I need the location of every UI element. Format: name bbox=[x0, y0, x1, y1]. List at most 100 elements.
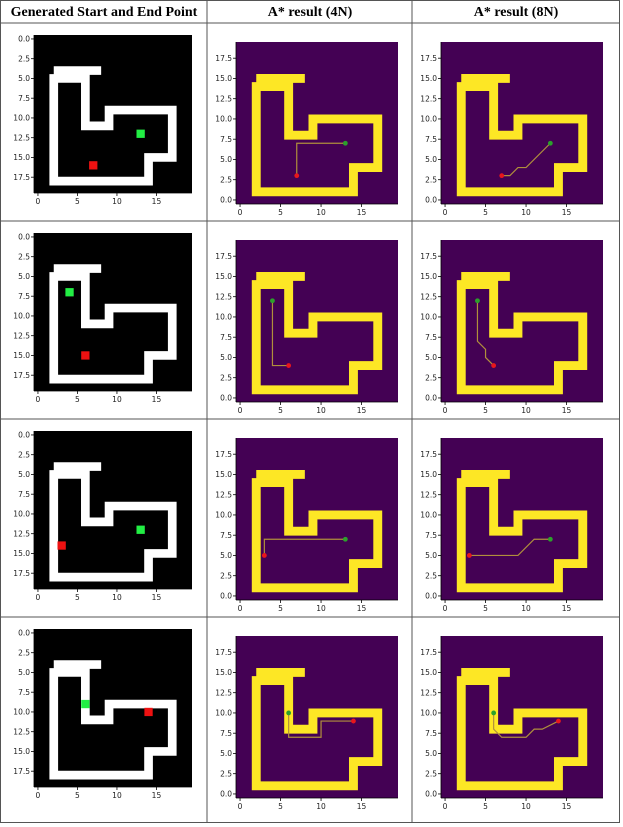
y-tick-label: 0.0 bbox=[18, 431, 30, 440]
end-point bbox=[144, 707, 153, 717]
panel-generated-row-3: 0 5 10 15 0.0 2.5 5.0 7.5 10.0 12.5 15.0 17.5 bbox=[13, 431, 192, 602]
y-tick-label: 12.5 bbox=[215, 94, 232, 103]
path-line bbox=[271, 300, 289, 367]
y-tick-label: 2.5 bbox=[18, 252, 30, 261]
start-point bbox=[81, 699, 90, 709]
start-point bbox=[136, 129, 145, 138]
plot-panels: 0 5 10 15 0.0 2.5 5.0 7.5 10.0 12.5 15.0 17.5 0 5 10 15… bbox=[13, 35, 603, 811]
x-tick-label: 15 bbox=[152, 593, 162, 602]
y-tick-label: 15.0 bbox=[215, 470, 232, 479]
path-line bbox=[263, 538, 346, 556]
y-tick-label: 2.5 bbox=[220, 571, 232, 580]
y-tick-label: 15.0 bbox=[13, 747, 30, 756]
y-tick-label: 5.0 bbox=[220, 749, 232, 758]
wall-outline bbox=[456, 271, 588, 395]
y-tick-label: 12.5 bbox=[420, 688, 437, 697]
y-tick-label: 12.5 bbox=[13, 727, 30, 736]
header-astar-8n: A* result (8N) bbox=[474, 5, 559, 20]
y-tick-label: 10.0 bbox=[420, 511, 437, 520]
x-tick-label: 10 bbox=[112, 593, 122, 602]
y-tick-label: 5.0 bbox=[18, 272, 30, 281]
y-tick-label: 7.5 bbox=[18, 94, 30, 103]
y-tick-label: 17.5 bbox=[420, 648, 437, 657]
y-tick-label: 7.5 bbox=[425, 531, 437, 540]
start-point bbox=[136, 525, 145, 534]
panel-astar-8n-row-3: 0 5 10 15 0.0 2.5 5.0 7.5 10.0 12.5 15.0 17.5 bbox=[420, 438, 603, 613]
x-tick-label: 15 bbox=[562, 406, 572, 415]
y-tick-label: 17.5 bbox=[215, 54, 232, 63]
y-tick-label: 17.5 bbox=[215, 252, 232, 261]
panel-generated-row-2: 0 5 10 15 0.0 2.5 5.0 7.5 10.0 12.5 15.0 17.5 bbox=[13, 233, 192, 404]
y-tick-label: 10.0 bbox=[215, 313, 232, 322]
y-tick-label: 0.0 bbox=[425, 592, 437, 601]
end-point bbox=[556, 718, 561, 724]
y-tick-label: 12.5 bbox=[420, 490, 437, 499]
wall-outline bbox=[49, 462, 177, 582]
path-line bbox=[469, 538, 551, 557]
x-tick-label: 0 bbox=[36, 197, 41, 206]
y-tick-label: 12.5 bbox=[420, 292, 437, 301]
path-line bbox=[476, 300, 495, 366]
x-tick-label: 10 bbox=[316, 604, 326, 613]
y-tick-label: 10.0 bbox=[420, 709, 437, 718]
x-tick-label: 0 bbox=[36, 593, 41, 602]
x-tick-label: 0 bbox=[36, 395, 41, 404]
y-tick-label: 5.0 bbox=[425, 551, 437, 560]
y-tick-label: 7.5 bbox=[18, 688, 30, 697]
y-tick-label: 17.5 bbox=[13, 371, 30, 380]
y-tick-label: 10.0 bbox=[13, 312, 30, 321]
x-tick-label: 5 bbox=[278, 406, 283, 415]
header-generated: Generated Start and End Point bbox=[11, 5, 198, 20]
y-tick-label: 17.5 bbox=[420, 450, 437, 459]
y-tick-label: 2.5 bbox=[220, 373, 232, 382]
start-point bbox=[286, 710, 292, 716]
x-tick-label: 15 bbox=[152, 791, 162, 800]
x-tick-label: 10 bbox=[521, 406, 531, 415]
y-tick-label: 7.5 bbox=[425, 333, 437, 342]
x-tick-label: 15 bbox=[357, 604, 367, 613]
path-line bbox=[296, 142, 346, 176]
y-tick-label: 12.5 bbox=[13, 331, 30, 340]
x-tick-label: 10 bbox=[316, 406, 326, 415]
wall-outline bbox=[456, 469, 588, 593]
y-tick-label: 5.0 bbox=[18, 470, 30, 479]
y-tick-label: 15.0 bbox=[215, 272, 232, 281]
end-point bbox=[286, 363, 292, 368]
y-tick-label: 2.5 bbox=[18, 648, 30, 657]
path-line bbox=[288, 712, 354, 738]
y-tick-label: 2.5 bbox=[220, 769, 232, 778]
end-point bbox=[89, 161, 98, 170]
y-tick-label: 12.5 bbox=[420, 94, 437, 103]
y-tick-label: 15.0 bbox=[420, 668, 437, 677]
y-tick-label: 5.0 bbox=[18, 668, 30, 677]
y-tick-label: 0.0 bbox=[425, 394, 437, 403]
y-tick-label: 7.5 bbox=[220, 729, 232, 738]
header-astar-4n: A* result (4N) bbox=[268, 5, 353, 20]
y-tick-label: 12.5 bbox=[13, 529, 30, 538]
end-point bbox=[57, 541, 66, 550]
x-tick-label: 5 bbox=[483, 604, 488, 613]
x-tick-label: 5 bbox=[75, 593, 80, 602]
y-tick-label: 15.0 bbox=[215, 668, 232, 677]
x-tick-label: 5 bbox=[483, 406, 488, 415]
y-tick-label: 5.0 bbox=[220, 155, 232, 164]
y-tick-label: 17.5 bbox=[13, 767, 30, 776]
x-tick-label: 15 bbox=[357, 208, 367, 217]
x-tick-label: 5 bbox=[75, 395, 80, 404]
table-headers: Generated Start and End Point A* result … bbox=[11, 5, 559, 20]
x-tick-label: 5 bbox=[278, 208, 283, 217]
y-tick-label: 7.5 bbox=[220, 531, 232, 540]
x-tick-label: 0 bbox=[443, 406, 448, 415]
y-tick-label: 12.5 bbox=[13, 133, 30, 142]
end-point bbox=[491, 363, 497, 368]
y-tick-label: 7.5 bbox=[18, 292, 30, 301]
y-tick-label: 5.0 bbox=[425, 155, 437, 164]
y-tick-label: 17.5 bbox=[420, 54, 437, 63]
y-tick-label: 15.0 bbox=[420, 74, 437, 83]
y-tick-label: 10.0 bbox=[420, 115, 437, 124]
y-tick-label: 17.5 bbox=[215, 450, 232, 459]
x-tick-label: 10 bbox=[521, 208, 531, 217]
y-tick-label: 7.5 bbox=[425, 135, 437, 144]
